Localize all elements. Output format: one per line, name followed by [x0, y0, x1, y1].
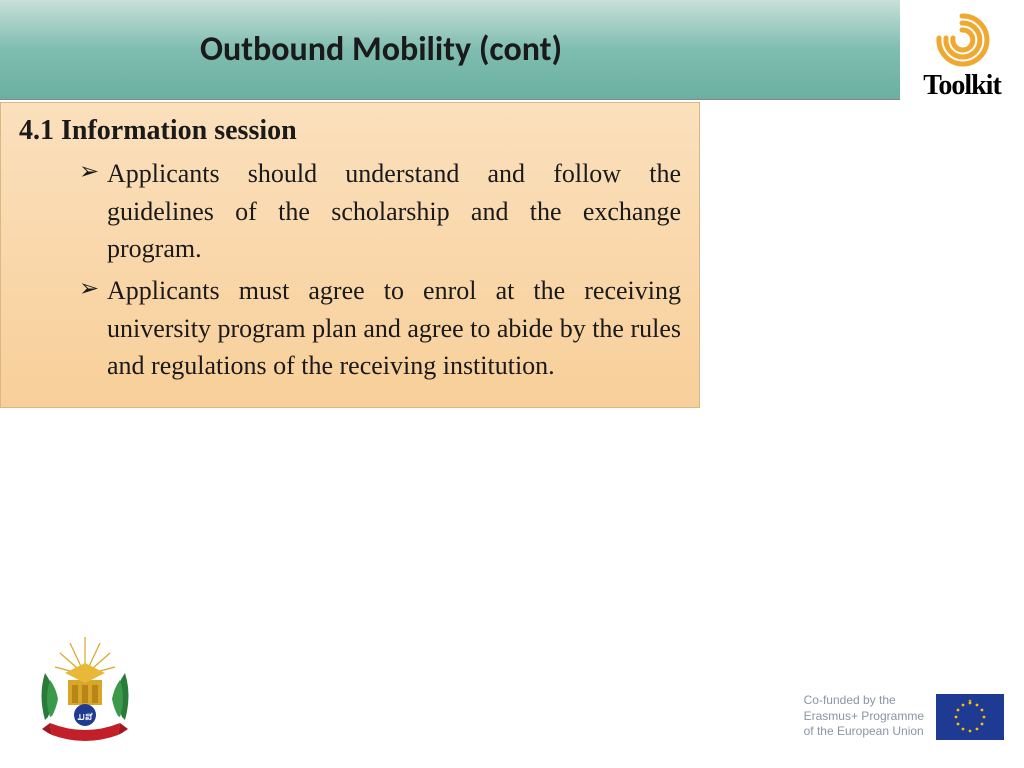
eu-text-line: Co-funded by the	[804, 693, 924, 709]
eu-funding-text: Co-funded by the Erasmus+ Programme of t…	[804, 693, 924, 740]
content-box: 4.1 Information session Applicants shoul…	[0, 102, 700, 408]
svg-text:ມສ: ມສ	[77, 711, 93, 723]
bullet-item: Applicants should understand and follow …	[79, 155, 681, 268]
page-title: Outbound Mobility (cont)	[200, 29, 562, 70]
bullet-list: Applicants should understand and follow …	[19, 155, 681, 385]
bullet-item: Applicants must agree to enrol at the re…	[79, 272, 681, 385]
eu-funding-block: Co-funded by the Erasmus+ Programme of t…	[804, 693, 1004, 740]
header-bar: Outbound Mobility (cont)	[0, 0, 900, 100]
university-logo: ມສ	[30, 625, 140, 750]
toolkit-logo: Toolkit	[912, 8, 1012, 102]
section-heading: 4.1 Information session	[19, 115, 681, 147]
eu-flag-icon	[936, 694, 1004, 740]
toolkit-logo-text: Toolkit	[912, 70, 1012, 102]
footer: ມສ Co-funded by the Erasmus+ Programme o…	[0, 630, 1024, 750]
eu-text-line: of the European Union	[804, 724, 924, 740]
eu-text-line: Erasmus+ Programme	[804, 709, 924, 725]
toolkit-swirl-icon	[927, 8, 997, 68]
